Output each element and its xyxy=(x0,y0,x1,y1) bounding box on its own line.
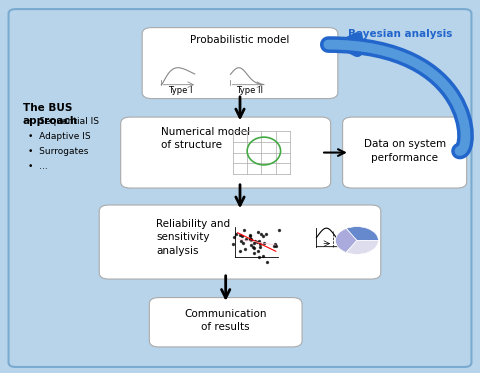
Text: •  ...: • ... xyxy=(28,162,48,170)
Point xyxy=(257,231,265,237)
Point xyxy=(262,231,270,237)
Point xyxy=(242,236,250,242)
Point xyxy=(240,227,248,233)
Text: •  Adaptive IS: • Adaptive IS xyxy=(28,132,90,141)
Point xyxy=(259,253,267,258)
Point xyxy=(253,248,261,254)
FancyBboxPatch shape xyxy=(142,28,338,98)
FancyBboxPatch shape xyxy=(9,9,471,367)
Point xyxy=(250,245,258,251)
Text: Data on system
performance: Data on system performance xyxy=(363,140,446,163)
Point xyxy=(252,239,260,245)
Point xyxy=(246,236,253,242)
Text: Numerical model
of structure: Numerical model of structure xyxy=(161,127,251,150)
Point xyxy=(251,238,259,244)
Point xyxy=(247,236,255,242)
Text: Probabilistic model: Probabilistic model xyxy=(190,35,290,45)
FancyBboxPatch shape xyxy=(343,117,467,188)
Point xyxy=(275,227,283,233)
Point xyxy=(236,248,243,254)
Point xyxy=(229,241,237,247)
Point xyxy=(255,238,263,244)
Point xyxy=(255,254,263,260)
FancyBboxPatch shape xyxy=(120,117,331,188)
Point xyxy=(247,236,255,242)
Text: Type II: Type II xyxy=(236,86,263,95)
Point xyxy=(272,242,279,248)
Point xyxy=(232,231,240,237)
Point xyxy=(250,241,258,247)
Point xyxy=(257,241,264,247)
Point xyxy=(250,250,258,256)
Text: The BUS
approach: The BUS approach xyxy=(23,103,78,126)
Wedge shape xyxy=(336,229,357,253)
Point xyxy=(271,241,279,247)
Point xyxy=(239,239,247,245)
Point xyxy=(246,232,254,238)
FancyBboxPatch shape xyxy=(99,205,381,279)
Text: Communication
of results: Communication of results xyxy=(184,309,267,332)
Text: Type I: Type I xyxy=(168,86,192,95)
Point xyxy=(250,244,257,250)
Text: •  Surrogates: • Surrogates xyxy=(28,147,88,156)
Point xyxy=(259,233,266,239)
Point xyxy=(246,236,253,242)
Text: Reliability and
sensitivity
analysis: Reliability and sensitivity analysis xyxy=(156,219,230,256)
Text: Bayesian analysis: Bayesian analysis xyxy=(348,29,452,39)
Point xyxy=(263,259,270,265)
Point xyxy=(236,232,244,238)
Text: •  Sequential IS: • Sequential IS xyxy=(28,117,98,126)
Point xyxy=(247,242,255,248)
Point xyxy=(270,243,278,249)
Point xyxy=(256,244,264,250)
Point xyxy=(254,229,262,235)
Point xyxy=(261,240,268,246)
Point xyxy=(241,245,249,251)
Wedge shape xyxy=(346,241,378,254)
Point xyxy=(230,234,238,240)
FancyBboxPatch shape xyxy=(149,298,302,347)
Wedge shape xyxy=(346,227,378,241)
Point xyxy=(237,238,245,244)
Point xyxy=(246,233,254,239)
Point xyxy=(238,233,246,239)
